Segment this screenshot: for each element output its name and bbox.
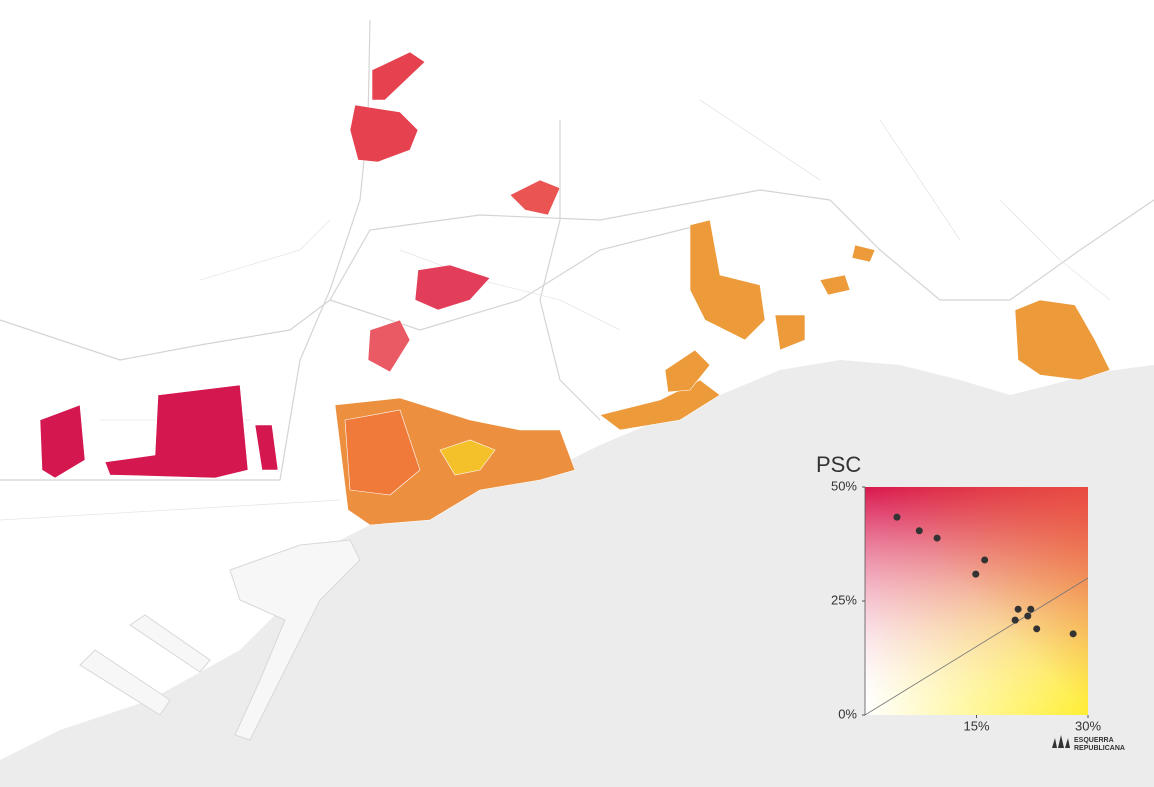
point — [915, 527, 923, 535]
chart-title: PSC — [816, 452, 861, 477]
point — [933, 534, 941, 542]
port — [229, 539, 361, 741]
chart-inset: PSC — [816, 452, 1089, 716]
districts — [39, 51, 1111, 526]
point — [1024, 612, 1032, 620]
point — [972, 570, 980, 578]
x-tick-label: 15% — [963, 718, 989, 733]
point — [981, 556, 989, 564]
logo-text: ESQUERRA — [1074, 737, 1114, 744]
point — [1014, 605, 1022, 613]
x-tick-label: 30% — [1075, 718, 1101, 733]
y-tick-label: 50% — [831, 478, 857, 493]
point — [1033, 625, 1041, 633]
roads — [0, 19, 1154, 521]
point — [1011, 616, 1019, 624]
chart-background — [865, 487, 1088, 715]
point — [893, 513, 901, 521]
y-tick-label: 0% — [838, 706, 857, 721]
logo-text: REPUBLICANA — [1074, 745, 1125, 752]
point — [1069, 630, 1077, 638]
logo: ESQUERRA REPUBLICANA — [1052, 735, 1125, 752]
y-tick-label: 25% — [831, 592, 857, 607]
pier — [79, 614, 211, 716]
reference-line — [864, 577, 1089, 716]
point — [1027, 605, 1035, 613]
